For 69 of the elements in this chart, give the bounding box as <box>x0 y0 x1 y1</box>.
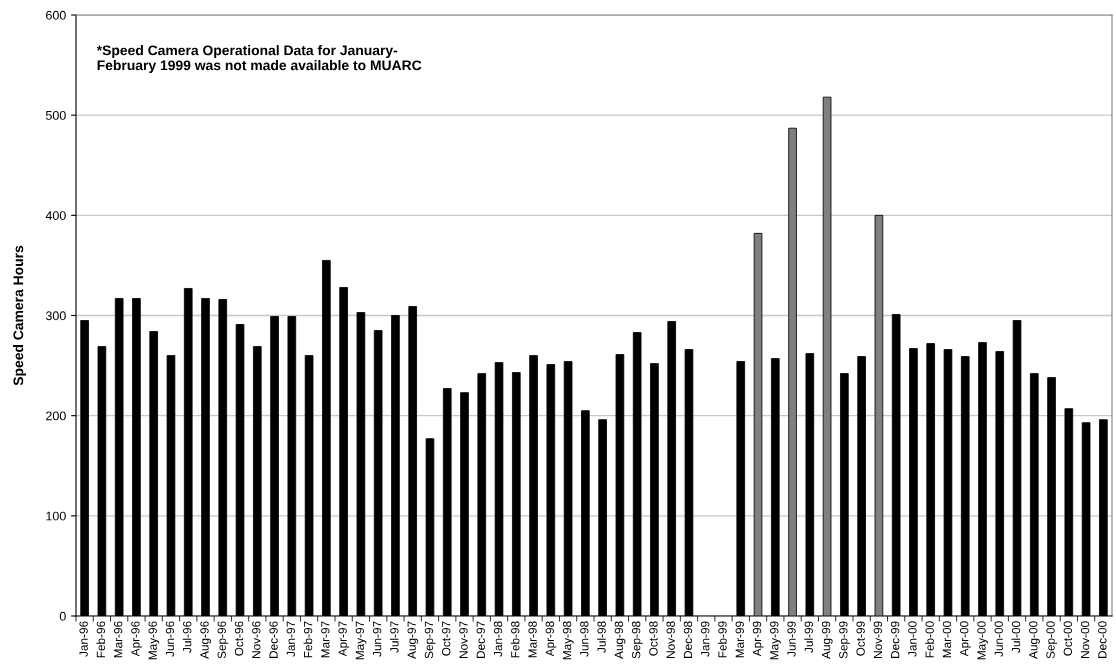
x-tick-label: Dec-96 <box>269 621 278 658</box>
x-tick-label: Nov-96 <box>252 621 261 658</box>
x-tick-label: Apr-98 <box>545 621 557 657</box>
x-tick-label: Jan-00 <box>908 621 917 657</box>
x-tick-label: May-96 <box>148 621 160 660</box>
x-tick-label: Sep-96 <box>217 621 229 659</box>
x-tick-label: Aug-97 <box>407 621 419 659</box>
x-tick-label: Sep-99 <box>839 621 850 659</box>
x-tick-label: Feb-98 <box>510 621 520 658</box>
x-tick-label: Jul-97 <box>389 621 399 653</box>
x-tick-label: Jan-98 <box>493 621 503 657</box>
x-tick-label: Dec-98 <box>683 621 693 658</box>
x-tick-label: Jul-96 <box>182 621 192 653</box>
x-tick-label: Apr-97 <box>338 621 350 657</box>
x-tick-label: Dec-00 <box>1098 621 1107 658</box>
x-tick-label: Mar-96 <box>113 621 123 658</box>
x-tick-label: Oct-00 <box>1063 621 1072 656</box>
x-tick-label: Sep-98 <box>631 621 643 659</box>
x-tick-label: Apr-96 <box>131 621 142 657</box>
x-tick-label: Jun-96 <box>165 621 175 657</box>
y-tick-label: 100 <box>46 511 66 521</box>
x-tick-label: Oct-96 <box>234 621 244 656</box>
x-tick-label: May-98 <box>562 621 574 660</box>
y-tick-label: 400 <box>45 211 66 220</box>
x-tick-label: Jul-98 <box>597 621 606 653</box>
x-tick-label: Jun-97 <box>372 621 382 657</box>
x-tick-label: Mar-00 <box>942 621 952 658</box>
x-tick-label: Aug-98 <box>614 621 626 659</box>
x-tick-label: May-97 <box>355 621 367 660</box>
x-tick-label: Sep-97 <box>424 621 436 659</box>
x-tick-label: Dec-97 <box>476 621 485 658</box>
x-tick-label: Aug-99 <box>821 621 833 659</box>
annotation: *Speed Camera Operational Data for January- February 1999 was not made available to MUARC <box>96 45 422 73</box>
x-tick-label: Aug-00 <box>1029 621 1040 659</box>
y-tick-label: 300 <box>45 311 66 321</box>
x-tick-label: Jan-97 <box>286 621 295 657</box>
y-axis-title: Speed Camera Hours <box>13 245 26 386</box>
x-tick-label: Oct-99 <box>856 621 865 656</box>
x-tick-label: Nov-00 <box>1080 621 1090 658</box>
y-tick-label: 500 <box>45 110 66 120</box>
x-tick-label: Oct-98 <box>649 621 658 656</box>
y-tick-label: 200 <box>46 411 66 421</box>
x-tick-label: May-00 <box>977 621 988 660</box>
x-tick-label: Jan-99 <box>701 621 710 657</box>
x-tick-label: Feb-96 <box>96 621 106 658</box>
x-tick-label: Oct-97 <box>442 621 451 656</box>
x-tick-label: Jun-99 <box>787 621 796 657</box>
x-tick-label: Mar-99 <box>735 621 744 658</box>
x-tick-label: Jun-98 <box>580 621 589 657</box>
x-tick-label: Apr-99 <box>752 621 764 657</box>
x-tick-label: Feb-97 <box>303 621 313 658</box>
y-tick-label: 0 <box>59 611 66 621</box>
x-tick-label: Jul-00 <box>1011 621 1021 653</box>
x-tick-label: Jun-00 <box>994 621 1003 657</box>
x-tick-label: Dec-99 <box>890 621 900 658</box>
x-tick-label: Nov-99 <box>873 621 883 658</box>
x-tick-label: Feb-99 <box>718 621 727 658</box>
x-tick-label: Sep-00 <box>1046 621 1058 659</box>
x-tick-label: Aug-96 <box>200 621 211 659</box>
y-tick-label: 600 <box>46 10 66 20</box>
x-tick-label: Apr-00 <box>960 621 971 657</box>
x-tick-label: Nov-98 <box>666 621 675 658</box>
x-tick-label: Feb-00 <box>925 621 934 658</box>
x-tick-label: Jul-99 <box>804 621 813 653</box>
x-tick-label: Jan-96 <box>79 621 88 657</box>
x-tick-label: Mar-97 <box>321 621 330 658</box>
x-tick-label: Mar-98 <box>528 621 537 658</box>
x-tick-label: May-99 <box>770 621 781 660</box>
x-tick-label: Nov-97 <box>459 621 468 658</box>
